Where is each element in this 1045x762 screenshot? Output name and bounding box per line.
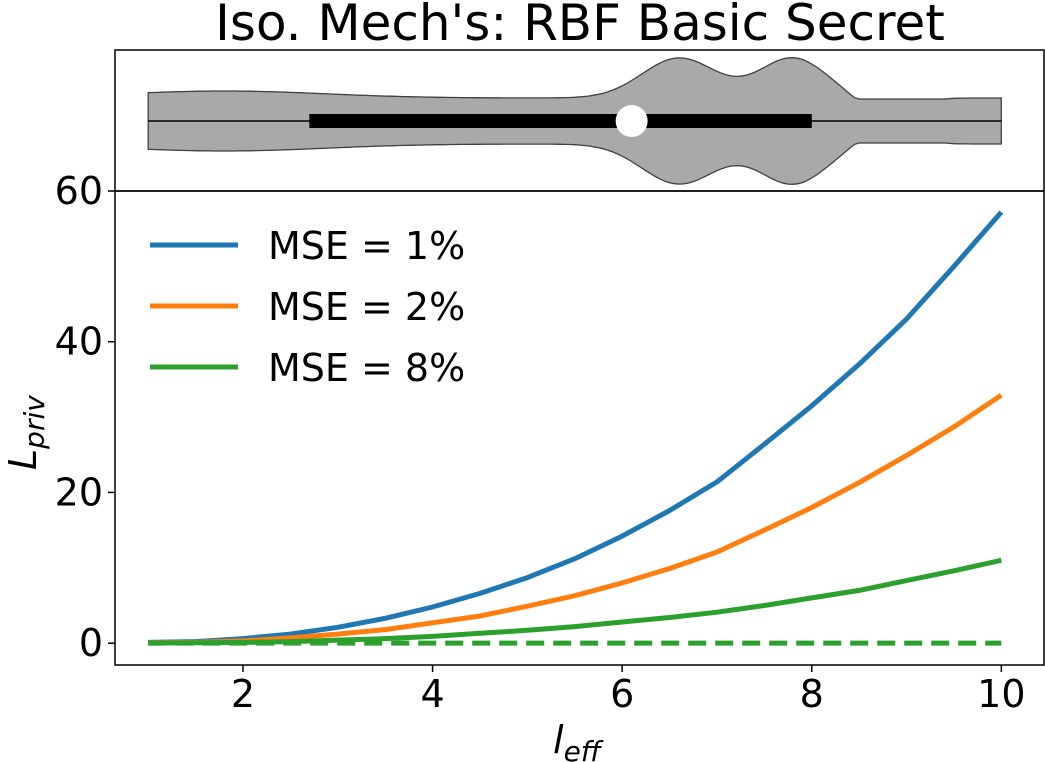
y-tick-label: 60 — [55, 169, 103, 213]
y-axis-label-subscript: priv — [18, 395, 51, 450]
x-tick-label: 8 — [800, 672, 824, 716]
violin-panel — [114, 49, 1045, 192]
legend-label: MSE = 8% — [268, 346, 465, 390]
y-axis-ticks: 0 20 40 60 — [55, 169, 115, 665]
x-tick-label: 2 — [231, 672, 255, 716]
legend-label: MSE = 1% — [268, 224, 465, 268]
series-line-1 — [148, 210, 1004, 645]
chart-title: Iso. Mech's: RBF Basic Secret — [215, 0, 945, 52]
series-layer — [148, 210, 1004, 646]
series-line-3 — [148, 557, 1002, 646]
legend: MSE = 1% MSE = 2% MSE = 8% — [150, 224, 465, 390]
x-axis-label-main: l — [553, 718, 564, 762]
legend-label: MSE = 2% — [268, 285, 465, 329]
x-axis-ticks: 2 4 6 8 10 — [231, 665, 1026, 716]
y-tick-label: 20 — [55, 470, 103, 514]
x-axis-label-subscript: eff — [564, 735, 604, 762]
y-tick-label: 0 — [79, 621, 103, 665]
series-line-2 — [148, 393, 1003, 646]
x-tick-label: 4 — [420, 672, 444, 716]
violin-median-marker — [615, 105, 648, 137]
y-axis-label-main: L — [1, 449, 45, 470]
y-axis-label: Lpriv — [1, 395, 51, 470]
plot-frame — [114, 190, 1045, 666]
x-axis-label: leff — [553, 718, 604, 762]
x-tick-label: 6 — [610, 672, 634, 716]
y-tick-label: 40 — [55, 320, 103, 364]
x-tick-label: 10 — [977, 672, 1025, 716]
